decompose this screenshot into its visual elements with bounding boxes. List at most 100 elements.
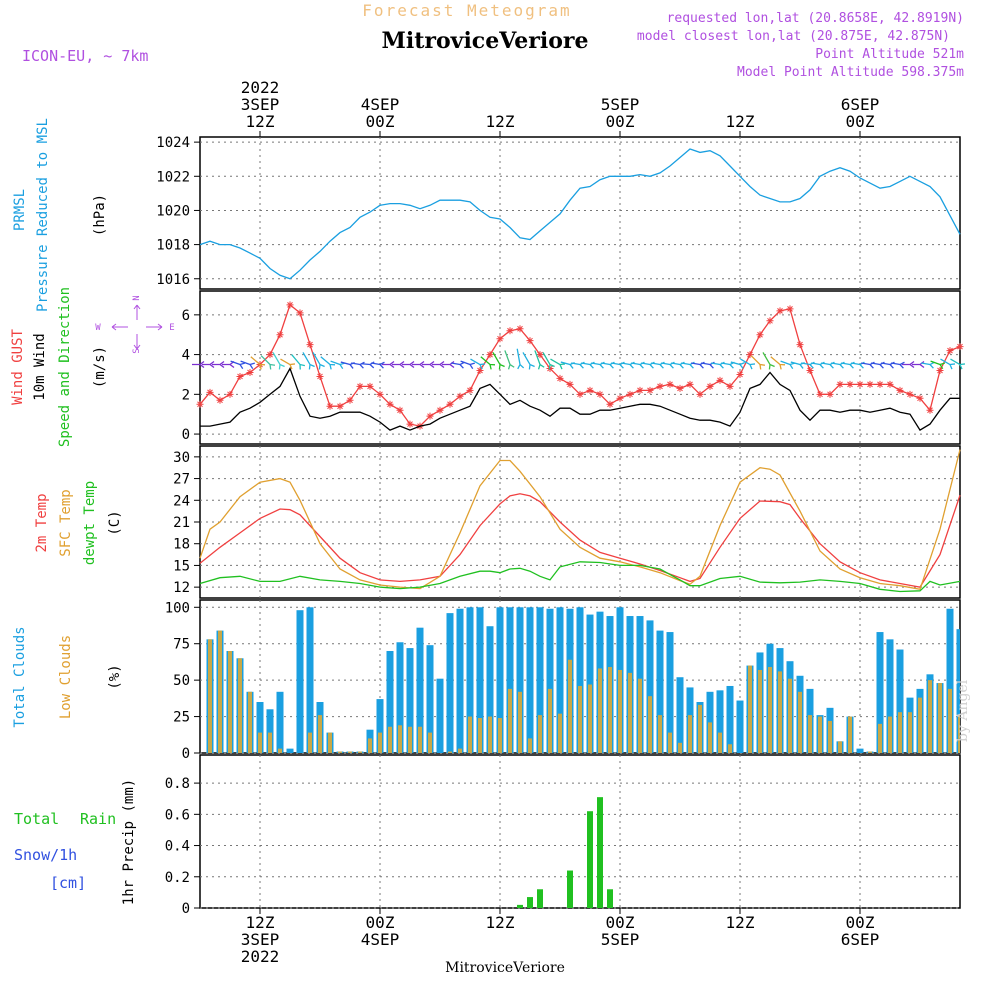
gust-marker [586, 386, 594, 394]
y-tick-label: 27 [173, 472, 190, 488]
bar-low-clouds [428, 732, 432, 753]
wind-direction-arrow [451, 361, 465, 369]
bar-low-clouds [338, 751, 342, 753]
wind-direction-arrow [542, 352, 555, 370]
bar-total-clouds [496, 607, 504, 753]
y-tick-label: 100 [165, 600, 190, 616]
bar-low-clouds [908, 712, 912, 753]
bar-total-clouds [576, 607, 584, 753]
gust-marker [446, 400, 454, 408]
gust-marker [316, 372, 324, 380]
bar-low-clouds [898, 712, 902, 753]
bar-low-clouds [728, 744, 732, 753]
bar-low-clouds [378, 732, 382, 753]
total-clouds-label: Total Clouds [12, 626, 28, 727]
panel-frame [199, 754, 961, 909]
wind-direction-arrow [432, 360, 445, 369]
time-label-bottom: 00Z [846, 913, 875, 932]
gust-marker [466, 386, 474, 394]
compass-west: W [95, 323, 101, 333]
time-label-top: 5SEP [601, 95, 640, 114]
bar-low-clouds [528, 738, 532, 753]
pressure-label-a: PRMSL [12, 189, 28, 231]
wind-direction-arrow [470, 358, 486, 370]
closest-coords: model closest lon,lat (20.875E, 42.875N) [637, 29, 950, 44]
time-label-top: 2022 [241, 78, 280, 97]
wind-direction-arrow [192, 360, 205, 369]
temp2m-label: 2m Temp [34, 493, 50, 552]
rain-label-total: Total [14, 810, 59, 828]
wind-direction-arrow [550, 358, 566, 370]
bar-low-clouds [618, 669, 622, 753]
bar-low-clouds [458, 748, 462, 753]
gust-marker [266, 351, 274, 359]
gust-marker [696, 390, 704, 398]
wind-direction-arrow [280, 358, 296, 370]
gust-marker [896, 386, 904, 394]
gust-marker [406, 420, 414, 428]
model-point-altitude: Model Point Altitude 598.375m [737, 65, 964, 80]
gust-marker [626, 390, 634, 398]
bar-low-clouds [478, 718, 482, 753]
time-label-top: 6SEP [841, 95, 880, 114]
gust-marker [296, 309, 304, 317]
wind-direction-arrow [492, 352, 505, 370]
bar-low-clouds [708, 722, 712, 753]
bar-total-clouds [726, 685, 734, 753]
rain-label-rain: Rain [80, 810, 116, 828]
y-tick-label: 0 [182, 746, 190, 762]
gust-marker [766, 317, 774, 325]
wind-direction-arrow [272, 352, 285, 370]
bar-low-clouds [448, 751, 452, 753]
wind-direction-arrow [912, 360, 925, 369]
bar-total-clouds [416, 627, 424, 753]
gust-marker [566, 380, 574, 388]
gust-marker [856, 380, 864, 388]
gust-marker [526, 337, 534, 345]
y-tick-label: 1018 [156, 238, 190, 254]
series-line-10m-wind [200, 366, 960, 431]
chart-supertitle: Forecast Meteogram [362, 1, 571, 20]
gust-marker [506, 327, 514, 335]
series-line-prmsl [199, 148, 961, 280]
gust-marker [486, 351, 494, 359]
wind-direction-arrow [212, 360, 225, 369]
bar-low-clouds [868, 751, 872, 753]
gust-marker [216, 396, 224, 404]
gust-marker [786, 305, 794, 313]
y-tick-label: 21 [173, 515, 190, 531]
time-label-top: 3SEP [241, 95, 280, 114]
bar-low-clouds [918, 697, 922, 753]
y-tick-label: 4 [182, 348, 190, 364]
bar-low-clouds [278, 748, 282, 753]
bar-low-clouds [818, 716, 822, 753]
bar-low-clouds [698, 704, 702, 753]
bar-low-clouds [468, 716, 472, 753]
wind-direction-arrow [902, 360, 915, 369]
gust-marker [206, 388, 214, 396]
gust-marker [846, 380, 854, 388]
y-tick-label: 0.2 [165, 870, 190, 886]
gust-marker [376, 390, 384, 398]
dewpt-label: dewpt Temp [82, 481, 98, 565]
gust-marker [426, 412, 434, 420]
bar-total-rain [537, 889, 543, 908]
time-label-top: 12Z [726, 112, 755, 131]
y-tick-label: 25 [173, 710, 190, 726]
gust-marker [246, 368, 254, 376]
bar-low-clouds [388, 726, 392, 753]
y-tick-label: 12 [173, 580, 190, 596]
bar-low-clouds [878, 723, 882, 753]
bar-low-clouds [648, 696, 652, 753]
bar-total-clouds [516, 607, 524, 753]
bar-total-clouds [666, 632, 674, 753]
bar-low-clouds [548, 688, 552, 753]
wind-direction-arrow [230, 360, 245, 370]
gust-marker [336, 402, 344, 410]
wind-direction-arrow [516, 348, 525, 370]
bar-low-clouds [588, 684, 592, 753]
y-tick-label: 2 [182, 387, 190, 403]
bar-total-clouds [586, 614, 594, 753]
bar-total-clouds [546, 608, 554, 753]
wind-direction-arrow [480, 356, 496, 370]
